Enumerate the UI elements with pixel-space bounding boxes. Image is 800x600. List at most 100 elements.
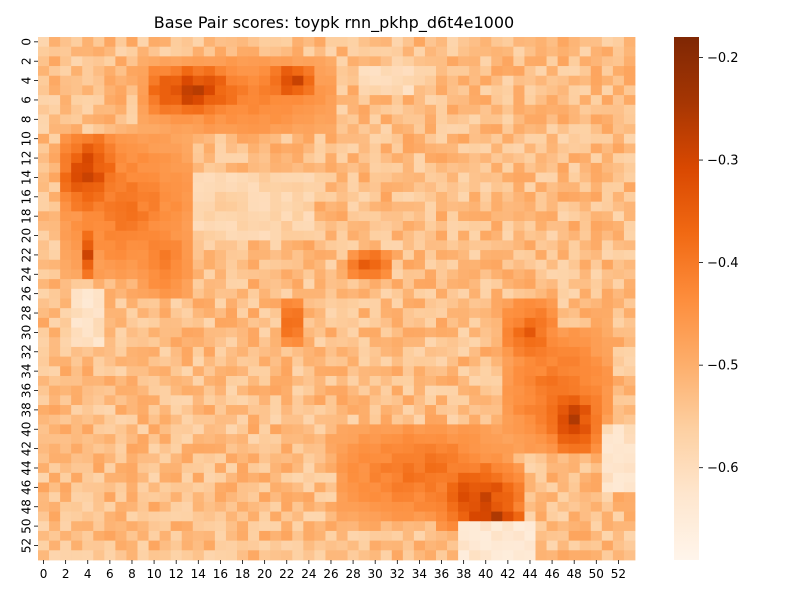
heatmap-cell	[325, 162, 337, 173]
heatmap-cell	[469, 221, 481, 232]
heatmap-cell	[413, 424, 426, 435]
heatmap-cell	[270, 317, 282, 328]
heatmap-cell	[524, 395, 536, 406]
heatmap-cell	[181, 172, 194, 183]
heatmap-cell	[336, 540, 348, 551]
heatmap-cell	[424, 443, 437, 454]
heatmap-cell	[424, 37, 437, 48]
heatmap-cell	[579, 259, 592, 270]
heatmap-cell	[292, 395, 304, 406]
heatmap-cell	[115, 550, 127, 561]
heatmap-cell	[292, 288, 304, 299]
heatmap-cell	[49, 521, 61, 532]
heatmap-cell	[601, 424, 614, 435]
heatmap-cell	[480, 327, 492, 338]
heatmap-cell	[49, 162, 61, 173]
heatmap-cell	[281, 259, 293, 270]
heatmap-cell	[225, 240, 238, 251]
heatmap-cell	[424, 540, 437, 551]
heatmap-cell	[336, 124, 348, 135]
heatmap-cell	[491, 153, 503, 164]
heatmap-cell	[259, 298, 271, 309]
heatmap-cell	[71, 385, 83, 396]
heatmap-cell	[181, 221, 194, 232]
heatmap-cell	[214, 298, 227, 309]
heatmap-cell	[292, 375, 304, 387]
heatmap-cell	[358, 395, 371, 406]
heatmap-cell	[590, 375, 603, 387]
heatmap-cell	[535, 395, 547, 406]
heatmap-cell	[281, 114, 293, 125]
heatmap-cell	[60, 395, 72, 406]
heatmap-cell	[491, 56, 503, 67]
heatmap-cell	[369, 337, 382, 348]
heatmap-cell	[358, 540, 371, 551]
heatmap-cell	[60, 191, 72, 203]
heatmap-cell	[314, 230, 326, 241]
heatmap-cell	[513, 269, 525, 280]
heatmap-cell	[71, 482, 83, 493]
heatmap-cell	[314, 414, 326, 425]
heatmap-cell	[612, 298, 625, 309]
heatmap-cell	[237, 153, 249, 164]
heatmap-cell	[601, 414, 614, 425]
heatmap-cell	[601, 346, 614, 358]
heatmap-cell	[590, 327, 603, 338]
heatmap-cell	[391, 492, 404, 503]
heatmap-cell	[314, 356, 326, 367]
heatmap-cell	[590, 240, 603, 251]
heatmap-cell	[181, 337, 194, 348]
heatmap-cell	[314, 482, 326, 493]
heatmap-cell	[579, 405, 592, 416]
heatmap-cell	[192, 463, 205, 474]
heatmap-cell	[281, 153, 293, 164]
heatmap-cell	[513, 414, 525, 425]
heatmap-cell	[203, 482, 216, 493]
heatmap-cell	[513, 424, 525, 435]
heatmap-cell	[568, 269, 581, 280]
heatmap-cell	[502, 453, 514, 464]
heatmap-cell	[159, 66, 172, 77]
heatmap-cell	[314, 346, 326, 358]
heatmap-cell	[623, 143, 636, 154]
heatmap-cell	[292, 211, 304, 222]
heatmap-cell	[590, 85, 603, 96]
heatmap-cell	[347, 143, 360, 154]
heatmap-cell	[314, 46, 326, 57]
heatmap-cell	[590, 472, 603, 483]
heatmap-cell	[104, 46, 116, 57]
heatmap-cell	[469, 182, 481, 193]
heatmap-cell	[104, 501, 116, 512]
heatmap-cell	[590, 269, 603, 280]
heatmap-cell	[358, 104, 371, 115]
heatmap-cell	[557, 443, 570, 454]
heatmap-cell	[413, 385, 426, 396]
heatmap-cell	[568, 395, 581, 406]
heatmap-cell	[93, 230, 105, 241]
heatmap-cell	[82, 259, 94, 270]
heatmap-cell	[203, 405, 216, 416]
heatmap-cell	[60, 346, 72, 358]
heatmap-cell	[71, 501, 83, 512]
heatmap-cell	[612, 453, 625, 464]
heatmap-cell	[524, 221, 536, 232]
heatmap-cell	[480, 75, 492, 86]
heatmap-cell	[303, 259, 315, 270]
heatmap-cell	[502, 104, 514, 115]
heatmap-cell	[137, 124, 149, 135]
heatmap-cell	[225, 221, 238, 232]
heatmap-cell	[424, 375, 437, 387]
heatmap-cell	[82, 308, 94, 319]
heatmap-cell	[203, 492, 216, 503]
heatmap-cell	[104, 162, 116, 173]
heatmap-cell	[248, 337, 260, 348]
heatmap-cell	[424, 385, 437, 396]
heatmap-cell	[248, 453, 260, 464]
heatmap-cell	[237, 66, 249, 77]
heatmap-cell	[49, 530, 61, 542]
heatmap-cell	[214, 114, 227, 125]
heatmap-cell	[203, 250, 216, 261]
heatmap-cell	[137, 317, 149, 328]
heatmap-cell	[148, 143, 161, 154]
heatmap-cell	[590, 182, 603, 193]
